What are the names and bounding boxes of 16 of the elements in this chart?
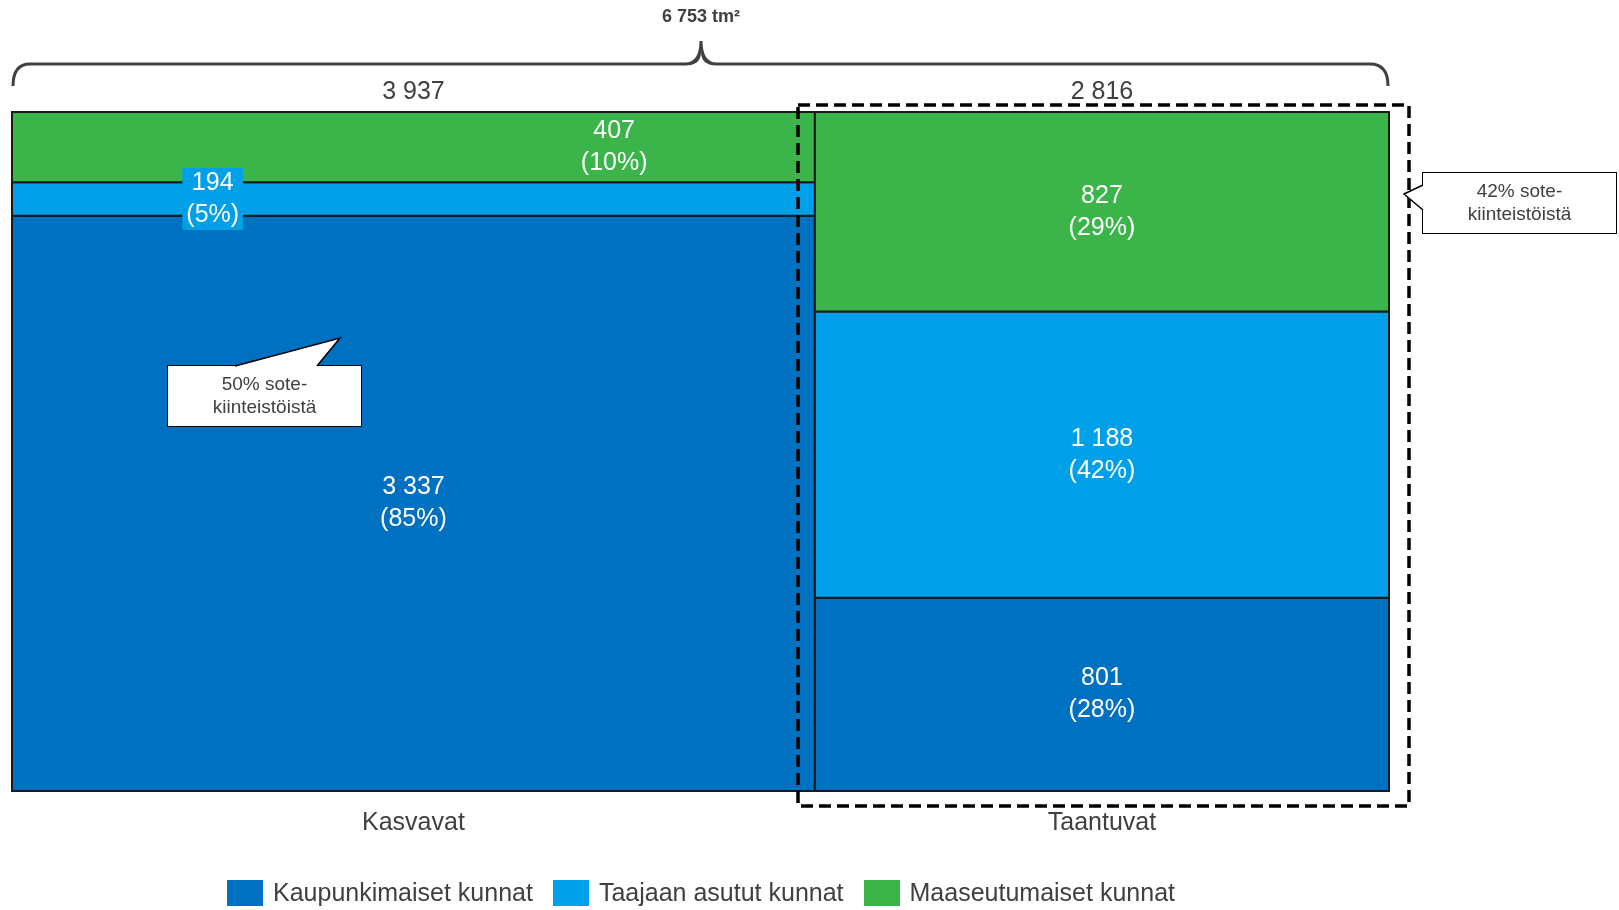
data-label: 1 188 (42%) <box>1068 422 1136 483</box>
text: 50% sote-kiinteistöistä <box>167 365 362 427</box>
legend-label: Maaseutumaiset kunnat <box>909 878 1175 907</box>
legend-label: Taajaan asutut kunnat <box>598 878 844 907</box>
data-label: 801 (28%) <box>1068 662 1136 723</box>
text: 2 816 <box>1070 75 1134 104</box>
text: 42% sote-kiinteistöistä <box>1422 172 1617 234</box>
category-label: Taantuvat <box>1047 806 1157 835</box>
legend-label: Kaupunkimaiset kunnat <box>273 878 533 907</box>
data-label: 3 337 (85%) <box>380 471 447 532</box>
data-label: 827 (29%) <box>1068 179 1136 240</box>
category-label: Kasvavat <box>362 806 465 835</box>
text: 6 753 tm² <box>660 6 741 27</box>
data-label: 194 (5%) <box>186 166 240 227</box>
text: 3 937 <box>382 75 445 104</box>
data-label: 407 (10%) <box>580 114 648 175</box>
